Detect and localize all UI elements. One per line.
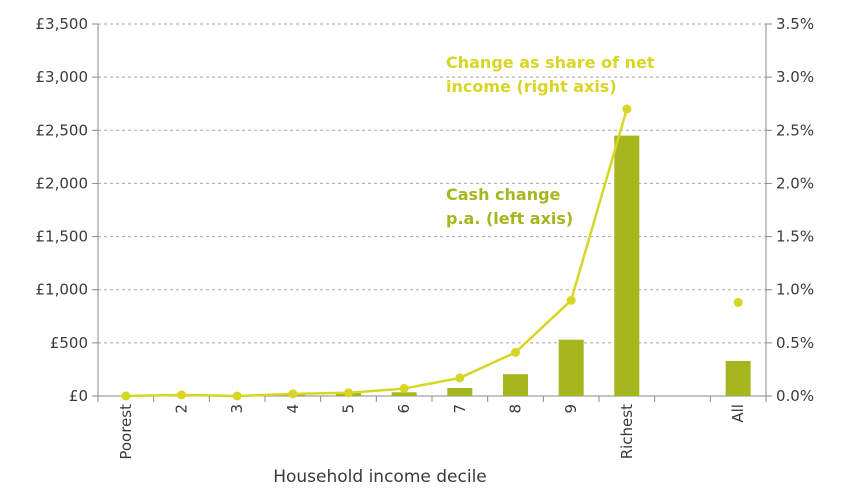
left-tick-label-7: £3,500 xyxy=(36,15,89,33)
left-tick-label-1: £500 xyxy=(50,334,88,352)
right-tick-label-4: 2.0% xyxy=(776,174,814,192)
left-tick-label-0: £0 xyxy=(69,387,88,405)
bar-11 xyxy=(725,360,751,396)
x-tick-label-1: 2 xyxy=(173,404,191,414)
x-tick-label-9: Richest xyxy=(618,404,636,459)
right-tick-label-3: 1.5% xyxy=(776,228,814,246)
share-point-6 xyxy=(455,373,465,383)
share-point-1 xyxy=(177,390,186,400)
left-axis-ticks: £0 £500 £1,000 £1,500 £2,000 £2,500 £3,000 £3,5… xyxy=(36,15,98,405)
left-tick-label-6: £3,000 xyxy=(36,68,89,86)
share-point-0 xyxy=(121,391,131,401)
annotation-1-line-1: p.a. (left axis) xyxy=(446,209,573,228)
right-tick-label-1: 0.5% xyxy=(776,334,814,352)
left-tick-label-5: £2,500 xyxy=(36,121,89,139)
bar-8 xyxy=(558,339,584,396)
bar-6 xyxy=(447,388,473,396)
bar-7 xyxy=(503,374,528,396)
gridlines xyxy=(98,23,766,344)
share-point-2 xyxy=(232,391,242,401)
x-tick-label-4: 5 xyxy=(340,404,358,414)
annotation-1-line-0: Cash change xyxy=(446,185,561,204)
annotations: Change as share of net income (right axis… xyxy=(446,53,655,228)
share-point-11 xyxy=(733,297,743,307)
annotation-0-line-1: income (right axis) xyxy=(446,77,617,96)
share-point-8 xyxy=(566,295,576,305)
right-axis-ticks: 0.0% 0.5% 1.0% 1.5% 2.0% 2.5% 3.0% 3.5% xyxy=(766,15,814,405)
share-point-7 xyxy=(511,347,520,357)
x-tick-label-3: 4 xyxy=(284,404,302,414)
x-tick-label-8: 9 xyxy=(562,404,580,414)
right-tick-label-0: 0.0% xyxy=(776,387,814,405)
annotation-0-line-0: Change as share of net xyxy=(446,53,655,72)
share-point-9 xyxy=(622,104,632,114)
x-axis-label: Household income decile xyxy=(273,467,487,487)
right-tick-label-2: 1.0% xyxy=(776,281,814,299)
share-point-5 xyxy=(399,384,409,394)
right-tick-label-6: 3.0% xyxy=(776,68,814,86)
x-tick-label-5: 6 xyxy=(395,404,413,414)
line-series xyxy=(121,104,743,401)
bar-9 xyxy=(614,135,640,396)
bar-5 xyxy=(391,392,417,396)
left-tick-label-4: £2,000 xyxy=(36,174,89,192)
x-tick-label-7: 8 xyxy=(507,404,525,414)
x-tick-label-6: 7 xyxy=(451,404,469,414)
x-tick-label-0: Poorest xyxy=(117,404,135,460)
left-tick-label-3: £1,500 xyxy=(36,228,89,246)
x-tick-label-2: 3 xyxy=(228,404,246,414)
right-tick-label-7: 3.5% xyxy=(776,15,814,33)
bar-series xyxy=(113,135,751,396)
share-point-4 xyxy=(344,388,353,398)
share-line xyxy=(125,108,629,398)
x-axis-ticks: Poorest 2 3 4 5 6 7 8 9 Richest All xyxy=(97,396,767,460)
right-tick-label-5: 2.5% xyxy=(776,121,814,139)
axes xyxy=(97,24,767,397)
left-tick-label-2: £1,000 xyxy=(36,281,89,299)
share-point-3 xyxy=(288,389,298,399)
x-tick-label-11: All xyxy=(729,404,747,423)
